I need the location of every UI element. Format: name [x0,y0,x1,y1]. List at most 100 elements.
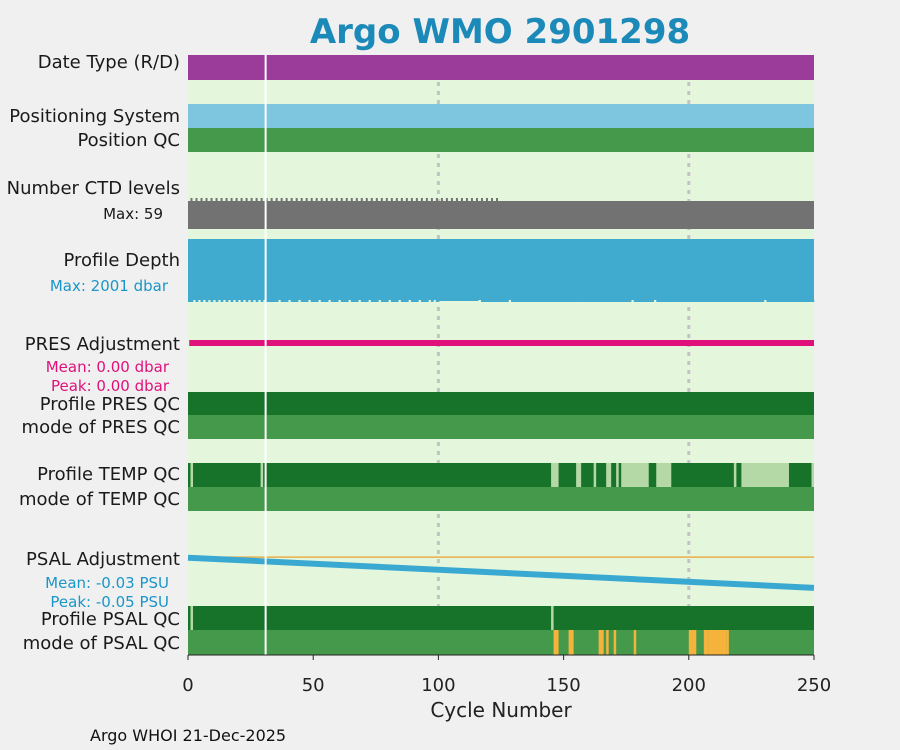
depth-cycle [686,300,690,302]
depth-cycle [490,300,494,302]
depth-cycle [546,300,549,302]
depth-cycle [235,300,239,302]
ctd-tick [310,198,313,201]
ctd-tick [295,198,298,201]
depth-cycle [285,300,289,302]
x-tick-label-50: 50 [302,675,325,696]
depth-cycle [671,300,675,302]
depth-cycle [616,300,619,302]
depth-max-label: Max: 2001 dbar [49,277,168,295]
depth-cycle [430,300,434,302]
temp-qc-light [593,463,597,487]
depth-cycle [290,300,294,302]
depth-cycle [425,300,429,302]
depth-cycle [666,300,670,302]
depth-cycle [373,300,377,302]
ctd-tick [320,198,323,201]
depth-cycle [658,300,662,302]
depth-cycle [581,300,584,302]
ctd-tick [255,198,258,201]
temp-qc-light [260,463,264,487]
temp-qc-light [576,463,582,487]
x-axis-label: Cycle Number [430,698,572,722]
label-psal-adjustment: PSAL Adjustment [25,549,180,570]
depth-cycle [220,300,224,302]
depth-cycle [786,300,790,302]
ctd-tick [290,198,293,201]
x-tick-label-100: 100 [421,675,455,696]
depth-cycle [648,300,652,302]
bar-position-qc [188,128,814,152]
depth-cycle [696,300,700,302]
depth-cycle [753,300,757,302]
depth-cycle [521,300,524,302]
depth-cycle [380,300,384,302]
label-positioning-system: Positioning System [9,106,180,127]
psal-mean-label: Mean: -0.03 PSU [45,574,169,592]
gap-line-31 [264,55,267,655]
label-profile-pres-qc: Profile PRES QC [39,394,180,415]
pres-peak-label: Peak: 0.00 dbar [50,377,169,395]
depth-cycle [365,300,369,302]
depth-cycle [576,300,579,302]
depth-cycle [568,300,572,302]
depth-cycle [776,300,780,302]
depth-cycle [523,300,527,302]
depth-cycle [676,300,680,302]
depth-cycle [706,300,710,302]
depth-cycle [738,300,742,302]
depth-cycle [230,300,234,302]
ctd-tick [460,198,463,201]
depth-cycle [661,300,665,302]
depth-cycle [345,300,349,302]
x-tick-label-150: 150 [546,675,580,696]
label-mode-psal-qc: mode of PSAL QC [22,633,180,654]
depth-cycle [370,300,374,302]
depth-cycle [708,300,712,302]
pres-adjustment-line [189,340,814,346]
depth-cycle [255,300,259,302]
depth-cycle [333,300,337,302]
depth-cycle [723,300,727,302]
depth-cycle [295,300,299,302]
ctd-tick [335,198,338,201]
depth-cycle [771,300,775,302]
depth-cycle [573,300,577,302]
depth-cycle [511,300,514,302]
depth-cycle [498,300,502,302]
depth-cycle [405,300,409,302]
bar-profile-depth [188,239,814,297]
depth-cycle [733,300,737,302]
depth-cycle [495,300,499,302]
depth-cycle [588,300,592,302]
label-mode-temp-qc: mode of TEMP QC [18,489,180,510]
depth-cycle [303,300,306,302]
depth-cycle [363,300,367,302]
ctd-tick [405,198,408,201]
temp-qc-light [656,463,672,487]
depth-cycle [225,300,229,302]
depth-cycle [533,300,537,302]
temp-qc-light [621,463,649,487]
depth-cycle [315,300,319,302]
depth-cycle [608,300,612,302]
depth-cycle [623,300,627,302]
bar-mode-temp-qc [188,487,814,511]
depth-cycle [503,300,507,302]
ctd-tick [230,198,233,201]
depth-cycle [273,300,276,302]
chart-title: Argo WMO 2901298 [309,12,691,52]
x-tick-label-250: 250 [797,675,831,696]
depth-cycle [526,300,529,302]
ctd-tick [435,198,438,201]
depth-cycle [691,300,695,302]
depth-cycle [395,300,399,302]
depth-cycle [663,300,667,302]
depth-cycle [323,300,327,302]
depth-cycle [808,300,812,302]
depth-cycle [541,300,544,302]
bar-mode-pres-qc [188,415,814,439]
depth-cycle [305,300,309,302]
psal-qc-yellow [553,630,559,655]
depth-cycle [200,300,204,302]
